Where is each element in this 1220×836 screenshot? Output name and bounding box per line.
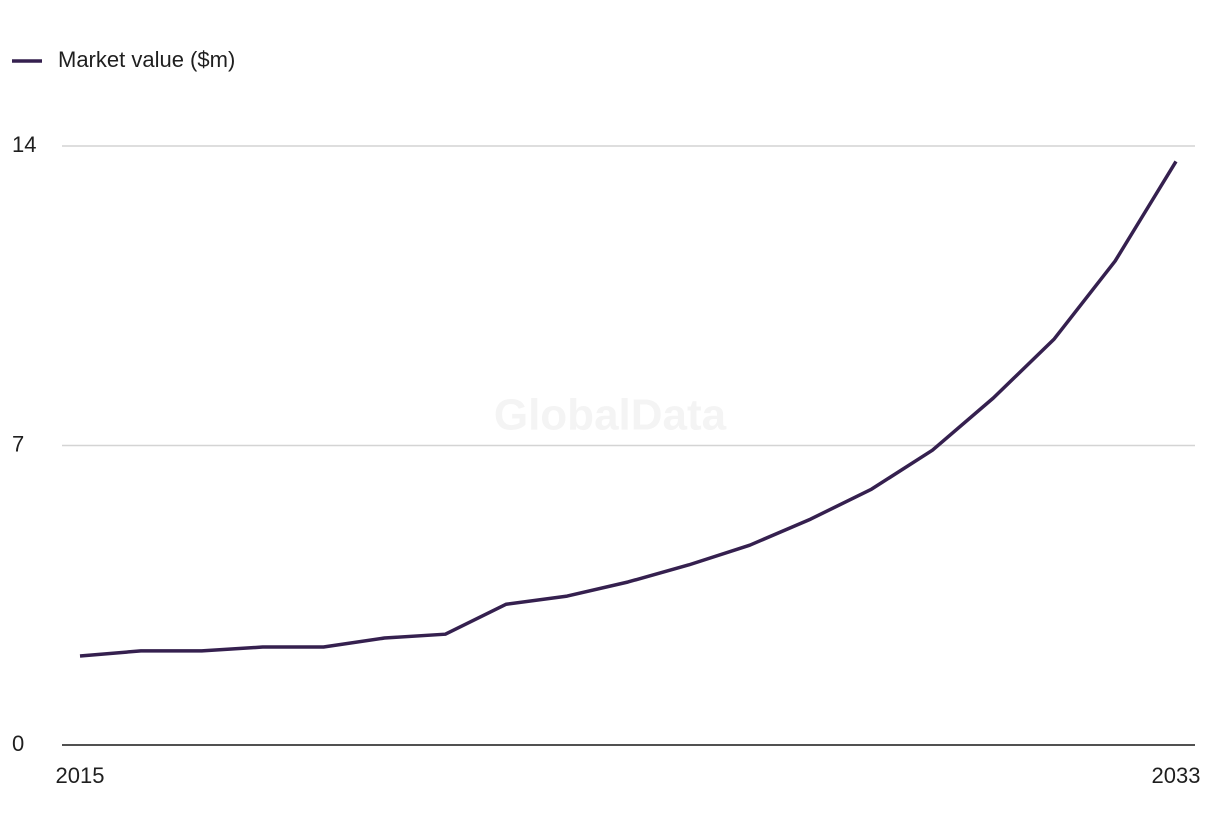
watermark: GlobalData xyxy=(494,391,727,440)
line-series xyxy=(79,160,1178,658)
legend-label: Market value ($m) xyxy=(58,47,235,72)
x-tick-label: 2033 xyxy=(1152,763,1201,788)
y-tick-label: 7 xyxy=(12,431,24,456)
y-tick-label: 14 xyxy=(12,132,36,157)
y-tick-label: 0 xyxy=(12,731,24,756)
x-tick-label: 2015 xyxy=(56,763,105,788)
